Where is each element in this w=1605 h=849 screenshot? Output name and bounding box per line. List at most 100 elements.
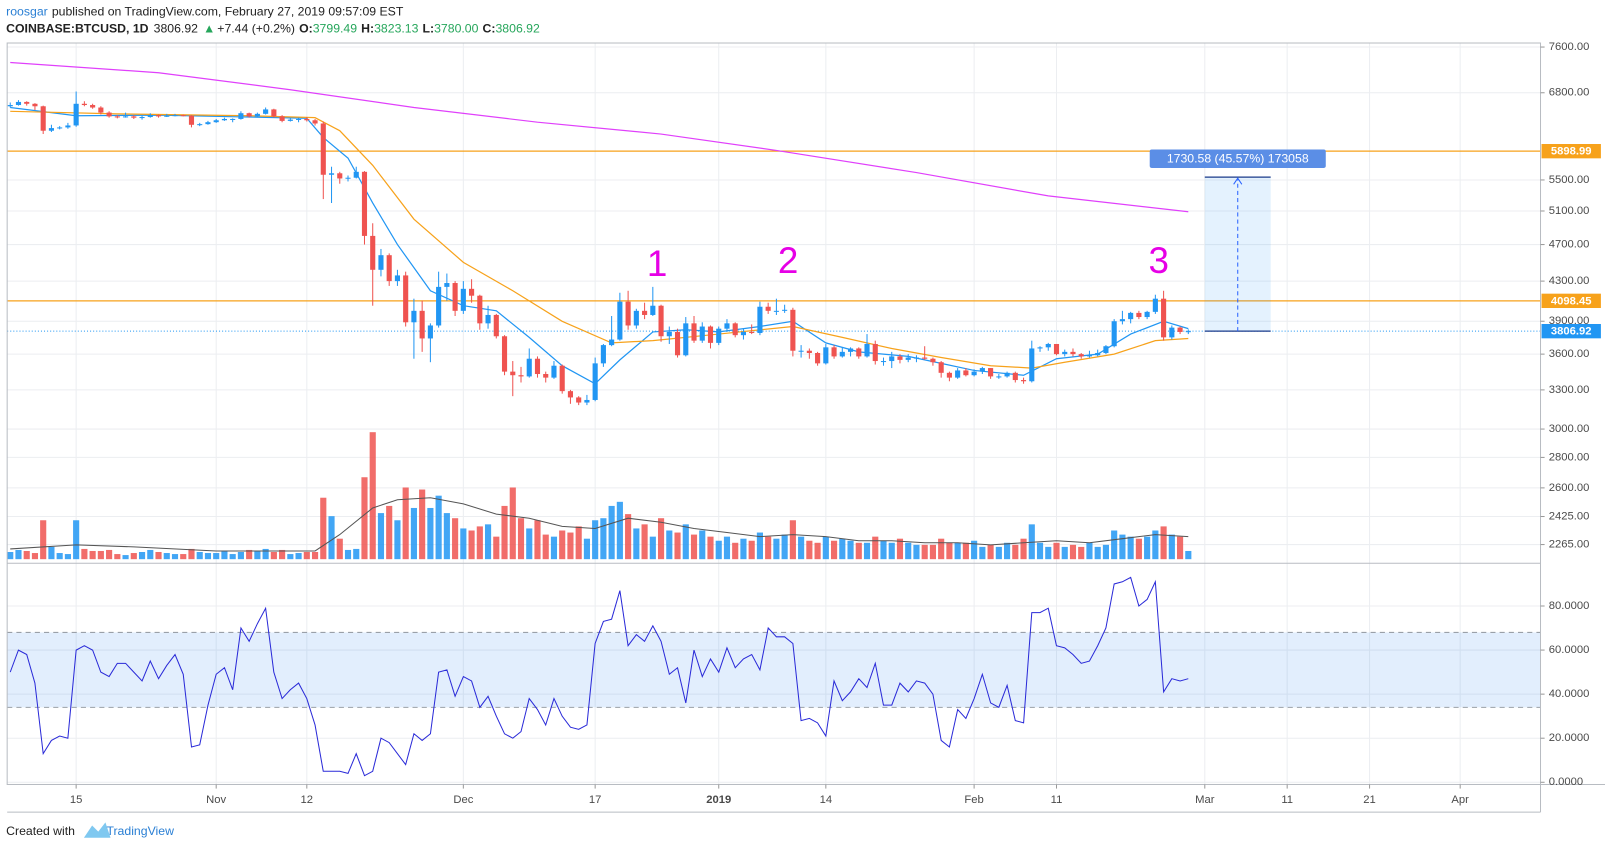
volume-bar [1078, 546, 1085, 560]
candle-body [617, 301, 623, 340]
measure-box [1204, 177, 1271, 332]
volume-bar [361, 477, 368, 560]
volume-bar [732, 542, 739, 560]
candle-body [436, 286, 442, 326]
title: published on TradingView.com, February 2… [52, 5, 404, 19]
volume-bar [31, 553, 39, 560]
candle-body [320, 123, 326, 175]
volume-bar [344, 549, 352, 560]
volume-bar [213, 553, 220, 560]
volume-bar [484, 524, 492, 560]
candle-body [674, 331, 681, 356]
field-key: H: [361, 22, 374, 36]
volume-bar [781, 534, 788, 560]
volume-bar [699, 530, 706, 560]
volume-bar [633, 528, 640, 560]
price-label-box [1541, 323, 1601, 339]
candle-body [312, 120, 318, 124]
volume-bar [56, 553, 63, 560]
volume-bar [913, 544, 920, 560]
candle-body [1111, 321, 1117, 347]
candle-body [757, 306, 763, 333]
candle-body [790, 309, 796, 351]
candle-body [510, 371, 516, 376]
volume-bar [48, 546, 55, 560]
candle-body [699, 326, 705, 341]
volume-bar [616, 501, 623, 560]
field-value: 3799.49 [313, 22, 358, 36]
candle-body [427, 325, 433, 339]
candle-body [576, 397, 582, 403]
candle-body [386, 255, 392, 282]
x-tick-label: 11 [1051, 794, 1063, 806]
volume-bar [410, 507, 417, 560]
x-tick-label: Mar [1195, 794, 1215, 806]
candle-body [963, 370, 969, 376]
candle-body [584, 399, 590, 403]
volume-bar [130, 553, 137, 560]
candle-body [485, 314, 491, 324]
candle-body [378, 255, 384, 270]
measure-label: 1730.58 (45.57%) 173058 [1167, 151, 1309, 165]
candle-body [609, 339, 615, 346]
price-label: 5898.99 [1551, 146, 1592, 158]
volume-bar [855, 542, 862, 560]
volume-ma [10, 497, 1189, 552]
volume-bar [196, 552, 203, 560]
symbol: COINBASE:BTCUSD, 1D [6, 22, 149, 36]
candle-body [880, 361, 887, 363]
candle-body [263, 109, 269, 114]
volume-bar [1185, 550, 1192, 560]
volume-bar [1012, 544, 1019, 560]
grid [7, 43, 1541, 785]
candle-body [773, 310, 779, 312]
volume-bar [7, 552, 14, 560]
volume-bar [386, 505, 393, 560]
candle-body [147, 115, 153, 118]
x-tick-label: 11 [1281, 794, 1293, 806]
candle-body [98, 107, 104, 113]
volume-bar [427, 507, 434, 560]
volume-bar [657, 518, 665, 560]
volume-bar [188, 548, 195, 560]
volume-bar [353, 548, 360, 560]
volume-bar [501, 505, 508, 560]
y-tick-label: 2600.00 [1549, 482, 1590, 494]
x-tick-label: Nov [206, 794, 226, 806]
candle-body [1136, 312, 1142, 318]
y-tick-label: 0.0000 [1549, 776, 1583, 788]
volume-bar [1020, 538, 1027, 560]
y-tick-label: 40.0000 [1549, 688, 1590, 700]
candle-body [1045, 343, 1051, 348]
candle-body [1169, 327, 1175, 338]
volume-bar [1135, 538, 1142, 560]
candle-body [353, 171, 359, 178]
candle-body [501, 336, 508, 372]
candle-body [642, 310, 648, 315]
volume-bar [180, 554, 187, 560]
volume-bar [830, 540, 838, 560]
candle-body [403, 275, 409, 323]
legend: COINBASE:BTCUSD, 1D 3806.92 ▲ +7.44 (+0.2%)… [6, 22, 540, 36]
volume-bar [155, 552, 162, 560]
volume-bar [872, 536, 879, 560]
candle-body [897, 356, 903, 360]
candle-body [806, 350, 812, 353]
volume-bar [575, 526, 582, 560]
volume-bar [526, 528, 533, 560]
y-tick-label: 4700.00 [1549, 239, 1590, 251]
candle-body [238, 113, 244, 119]
measure-label-box [1149, 149, 1326, 168]
annotation: 3 [1148, 240, 1168, 281]
volume-bar [402, 487, 409, 560]
volume-bar [822, 536, 829, 560]
candle-body [1161, 298, 1167, 338]
candle-body [123, 116, 129, 118]
arrow: ▲ [203, 22, 215, 36]
candle-body [905, 357, 911, 360]
volume-bar [756, 532, 763, 560]
axes: 15 Nov 12 Dec 17 2019 14 Feb 11 Mar 11 21 Apr7600.00… [70, 41, 1601, 806]
candle-body [1119, 319, 1125, 322]
candle-body [15, 101, 22, 106]
volume-bar [929, 544, 936, 560]
